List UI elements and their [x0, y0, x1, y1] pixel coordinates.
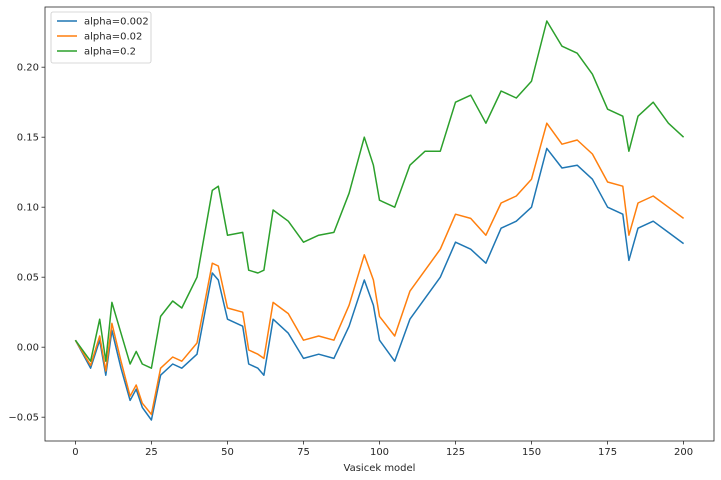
y-tick-label: 0.20: [17, 63, 39, 74]
series-line-2: [74, 122, 685, 416]
x-tick-label: 200: [674, 447, 693, 458]
x-tick-label: 75: [297, 447, 310, 458]
y-tick-label: 0.00: [17, 343, 39, 354]
y-tick-label: 0.10: [17, 203, 39, 214]
x-axis: 0 25 50 75 100 125 150 175 200: [72, 441, 693, 458]
x-tick-label: 100: [370, 447, 389, 458]
y-tick-label: 0.15: [17, 133, 39, 144]
plot-area: [45, 7, 714, 441]
y-tick-label: 0.05: [17, 273, 39, 284]
x-tick-label: 50: [221, 447, 234, 458]
legend-label: alpha=0.002: [84, 17, 149, 28]
x-tick-label: 25: [145, 447, 158, 458]
series-layer: [74, 20, 685, 421]
legend: alpha=0.002 alpha=0.02 alpha=0.2: [50, 11, 152, 64]
y-axis: −0.05 0.00 0.05 0.10 0.15 0.20: [8, 63, 45, 424]
legend-label: alpha=0.02: [84, 32, 142, 43]
series-line-1: [74, 147, 685, 421]
x-axis-label: Vasicek model: [344, 463, 416, 474]
legend-items: alpha=0.002 alpha=0.02 alpha=0.2: [57, 17, 149, 58]
x-tick-label: 175: [598, 447, 617, 458]
series-line-3: [74, 20, 685, 369]
y-tick-label: −0.05: [8, 413, 39, 424]
x-tick-label: 125: [446, 447, 465, 458]
x-tick-label: 150: [522, 447, 541, 458]
legend-label: alpha=0.2: [84, 47, 136, 58]
x-tick-label: 0: [72, 447, 78, 458]
